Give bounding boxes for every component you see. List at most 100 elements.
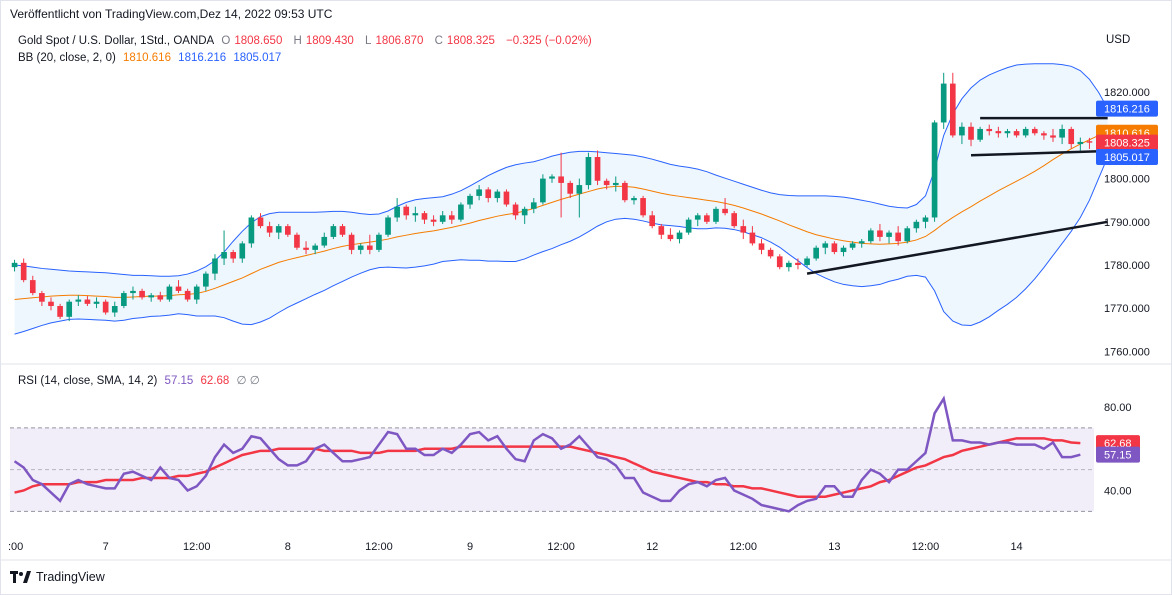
- candle-body: [594, 157, 601, 181]
- candle: [75, 295, 82, 307]
- rsi-axis-tick: 80.00: [1104, 402, 1132, 414]
- candle-body: [11, 262, 18, 268]
- candle-body: [139, 290, 145, 298]
- candle: [458, 202, 464, 222]
- time-axis-tick: 12: [646, 541, 658, 553]
- candle-body: [403, 206, 410, 216]
- candle: [740, 219, 747, 240]
- candle: [995, 126, 1002, 138]
- candle: [394, 198, 400, 222]
- rsi-label[interactable]: RSI (14, close, SMA, 14, 2): [18, 375, 158, 387]
- candle-body: [503, 191, 510, 205]
- candle-body: [321, 236, 328, 246]
- ohlc-open: O 1808.650: [221, 35, 283, 47]
- candle: [649, 211, 656, 229]
- rsi-line: [13, 395, 1081, 513]
- candle-body: [512, 204, 519, 216]
- candle: [57, 303, 63, 319]
- candle: [421, 211, 428, 224]
- candle: [567, 180, 574, 199]
- bb-upper-value: 1816.216: [178, 52, 227, 64]
- candle: [940, 72, 947, 129]
- candle-body: [694, 215, 701, 220]
- candle: [658, 223, 665, 240]
- bb-label[interactable]: BB (20, close, 2, 0): [18, 52, 116, 64]
- candle-body: [102, 301, 109, 313]
- price-axis-tick: 1770.000: [1104, 303, 1150, 315]
- candle-body: [1059, 128, 1065, 138]
- candle-body: [476, 189, 482, 196]
- candle-body: [494, 191, 501, 199]
- candle-body: [913, 221, 920, 229]
- price-tag-label: 1805.017: [1104, 152, 1150, 164]
- candle: [148, 293, 155, 302]
- candle-body: [640, 198, 646, 216]
- symbol-title[interactable]: Gold Spot / U.S. Dollar, 1Std., OANDA: [18, 35, 215, 47]
- candle: [66, 299, 73, 322]
- candle: [1059, 124, 1065, 145]
- candle: [439, 211, 446, 224]
- price-tag-label: 1808.325: [1104, 138, 1150, 150]
- candle: [203, 271, 209, 291]
- candle-body: [758, 243, 765, 250]
- candle: [704, 213, 710, 224]
- candle-body: [1013, 131, 1020, 136]
- candle-body: [530, 202, 537, 209]
- candle: [540, 174, 546, 205]
- candle: [467, 193, 473, 209]
- candle: [412, 206, 419, 222]
- candle: [603, 178, 610, 190]
- candle-body: [1031, 128, 1038, 134]
- candle: [93, 297, 100, 309]
- candle-body: [266, 226, 273, 233]
- candle-body: [949, 83, 956, 136]
- candle: [886, 230, 892, 244]
- price-axis-tick: 1780.000: [1104, 260, 1150, 272]
- candle: [221, 230, 227, 265]
- candle-body: [622, 182, 628, 201]
- candle-body: [922, 217, 929, 222]
- candle: [285, 223, 291, 237]
- candle: [111, 301, 118, 317]
- price-tag-bg: [1096, 100, 1158, 117]
- candle: [448, 211, 455, 224]
- rsi-value: 57.15: [164, 375, 194, 387]
- bb-lower-value: 1805.017: [233, 52, 282, 64]
- candle: [749, 226, 756, 246]
- candle-body: [221, 252, 227, 259]
- candle: [640, 195, 646, 218]
- price-tag-close: 1808.325: [1096, 134, 1158, 151]
- candle-body: [858, 241, 865, 244]
- candle-body: [713, 208, 719, 222]
- candle: [1031, 126, 1038, 136]
- candle-body: [767, 249, 774, 257]
- candle-body: [1004, 131, 1011, 134]
- candle-body: [121, 293, 127, 307]
- candle-body: [184, 290, 191, 300]
- candle: [722, 198, 728, 216]
- candle-body: [813, 247, 819, 259]
- candle-body: [612, 182, 619, 186]
- candle-body: [959, 126, 965, 136]
- candle-body: [439, 215, 446, 222]
- candle: [867, 228, 874, 244]
- tradingview-logo[interactable]: TradingView: [10, 570, 105, 584]
- rsi-sma-value: 62.68: [200, 375, 230, 387]
- price-axis-tick: 1760.000: [1104, 346, 1150, 358]
- price-axis-tick: 1800.000: [1104, 174, 1150, 186]
- candle-body: [895, 232, 901, 242]
- candle-body: [1077, 141, 1084, 145]
- candle-body: [1041, 133, 1047, 136]
- candle-body: [57, 306, 63, 317]
- candle-body: [412, 213, 419, 216]
- candle-body: [285, 226, 291, 235]
- candle-body: [940, 83, 947, 123]
- candle: [968, 122, 974, 147]
- candle-body: [804, 258, 810, 265]
- candle: [212, 254, 218, 281]
- candle-body: [248, 217, 255, 244]
- candle-body: [239, 243, 246, 259]
- candle-body: [877, 230, 883, 237]
